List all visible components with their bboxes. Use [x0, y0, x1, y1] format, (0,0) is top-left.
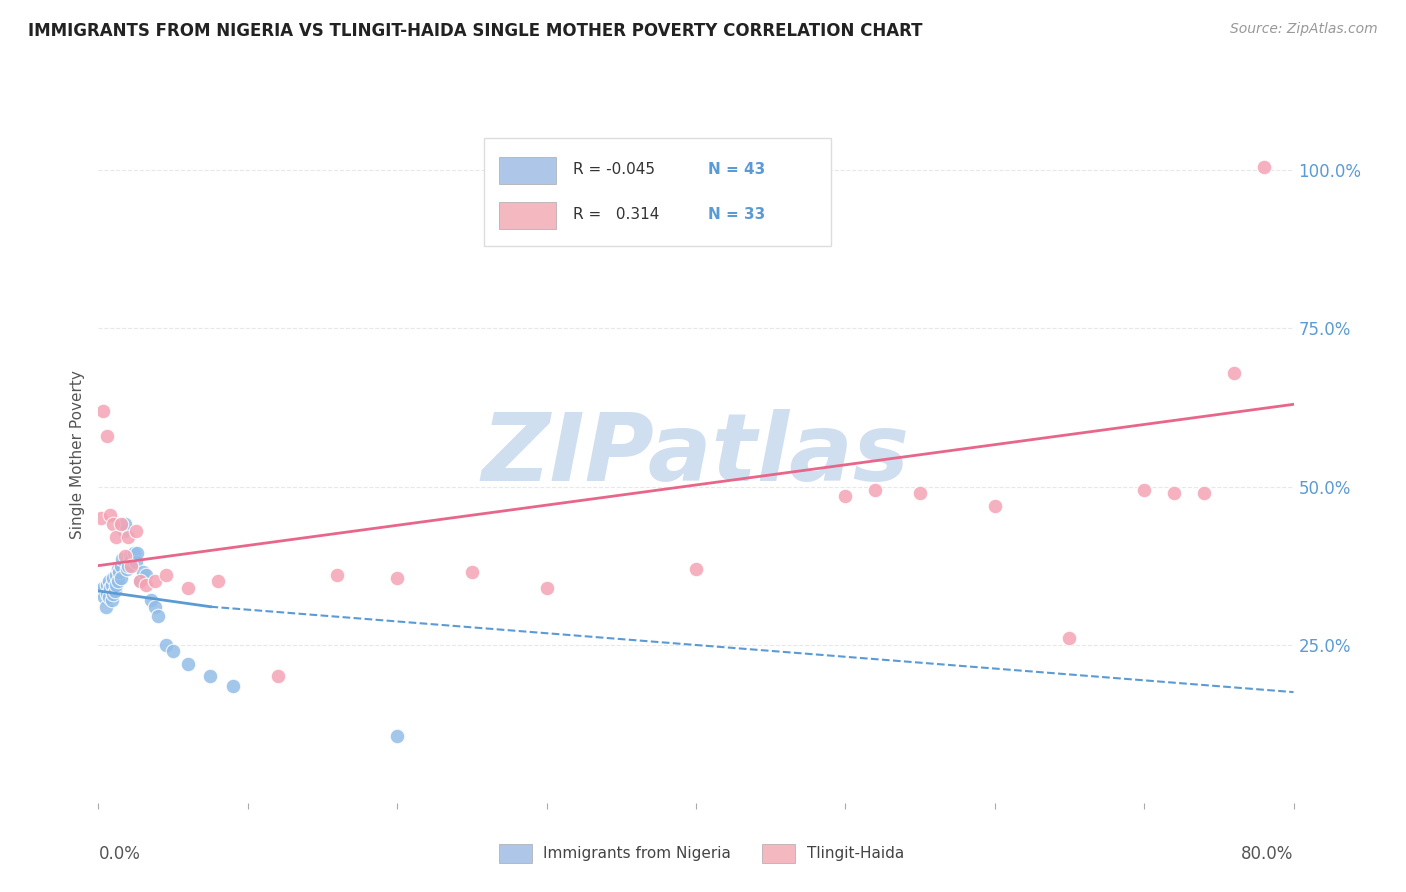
Point	[326, 568, 349, 582]
Point	[129, 574, 152, 589]
Point	[125, 524, 148, 538]
Point	[107, 562, 129, 576]
Text: N = 33: N = 33	[709, 207, 765, 222]
Point	[105, 568, 128, 582]
Point	[96, 429, 118, 443]
Point	[117, 530, 139, 544]
FancyBboxPatch shape	[485, 138, 831, 246]
Point	[1192, 486, 1215, 500]
Point	[115, 562, 138, 576]
Point	[148, 609, 170, 624]
Point	[103, 587, 125, 601]
Point	[104, 583, 127, 598]
Point	[120, 558, 142, 573]
Point	[143, 599, 166, 614]
Point	[108, 565, 131, 579]
Point	[834, 489, 856, 503]
Point	[177, 657, 200, 671]
Point	[536, 581, 558, 595]
Point	[865, 483, 887, 497]
Text: Tlingit-Haida: Tlingit-Haida	[807, 847, 904, 861]
Point	[385, 730, 409, 744]
Point	[124, 546, 146, 560]
Point	[114, 549, 136, 563]
Point	[461, 565, 484, 579]
Point	[685, 562, 707, 576]
Text: ZIPatlas: ZIPatlas	[482, 409, 910, 501]
Bar	[499, 844, 533, 863]
Point	[101, 593, 124, 607]
Point	[267, 669, 290, 683]
Point	[984, 499, 1007, 513]
Point	[207, 574, 229, 589]
Point	[91, 581, 114, 595]
Point	[112, 524, 135, 538]
Point	[222, 679, 245, 693]
Point	[129, 574, 152, 589]
Point	[94, 599, 117, 614]
Text: R = -0.045: R = -0.045	[572, 162, 655, 178]
Point	[120, 552, 142, 566]
Point	[110, 517, 132, 532]
Text: IMMIGRANTS FROM NIGERIA VS TLINGIT-HAIDA SINGLE MOTHER POVERTY CORRELATION CHART: IMMIGRANTS FROM NIGERIA VS TLINGIT-HAIDA…	[28, 22, 922, 40]
Point	[93, 591, 115, 605]
Bar	[499, 202, 557, 229]
Point	[97, 591, 120, 605]
Point	[155, 638, 177, 652]
Point	[132, 565, 155, 579]
Text: 0.0%: 0.0%	[98, 845, 141, 863]
Point	[200, 669, 222, 683]
Point	[1133, 483, 1156, 497]
Point	[96, 577, 118, 591]
Text: Source: ZipAtlas.com: Source: ZipAtlas.com	[1230, 22, 1378, 37]
Point	[105, 577, 128, 591]
Point	[97, 574, 120, 589]
Point	[127, 546, 149, 560]
Point	[105, 530, 128, 544]
Point	[100, 581, 122, 595]
Point	[110, 571, 132, 585]
Point	[385, 571, 409, 585]
Point	[177, 581, 200, 595]
Text: N = 43: N = 43	[709, 162, 765, 178]
Point	[135, 577, 157, 591]
Point	[103, 571, 125, 585]
Point	[100, 508, 122, 522]
Point	[114, 517, 136, 532]
Text: R =   0.314: R = 0.314	[572, 207, 659, 222]
Point	[139, 593, 162, 607]
Point	[90, 511, 112, 525]
Point	[101, 577, 124, 591]
Point	[117, 558, 139, 573]
Point	[125, 556, 148, 570]
Bar	[499, 157, 557, 184]
Y-axis label: Single Mother Poverty: Single Mother Poverty	[70, 370, 86, 540]
Point	[91, 403, 114, 417]
Point	[908, 486, 931, 500]
Point	[162, 644, 184, 658]
Point	[110, 558, 132, 573]
Point	[143, 574, 166, 589]
Point	[90, 583, 112, 598]
Point	[1059, 632, 1081, 646]
Point	[107, 574, 129, 589]
Point	[1253, 160, 1275, 174]
Text: Immigrants from Nigeria: Immigrants from Nigeria	[543, 847, 731, 861]
Point	[135, 568, 157, 582]
Point	[111, 552, 134, 566]
Point	[96, 587, 118, 601]
Point	[103, 517, 125, 532]
Point	[118, 549, 141, 563]
Point	[1163, 486, 1185, 500]
Text: 80.0%: 80.0%	[1241, 845, 1294, 863]
Point	[1223, 366, 1246, 380]
Point	[155, 568, 177, 582]
Bar	[762, 844, 796, 863]
